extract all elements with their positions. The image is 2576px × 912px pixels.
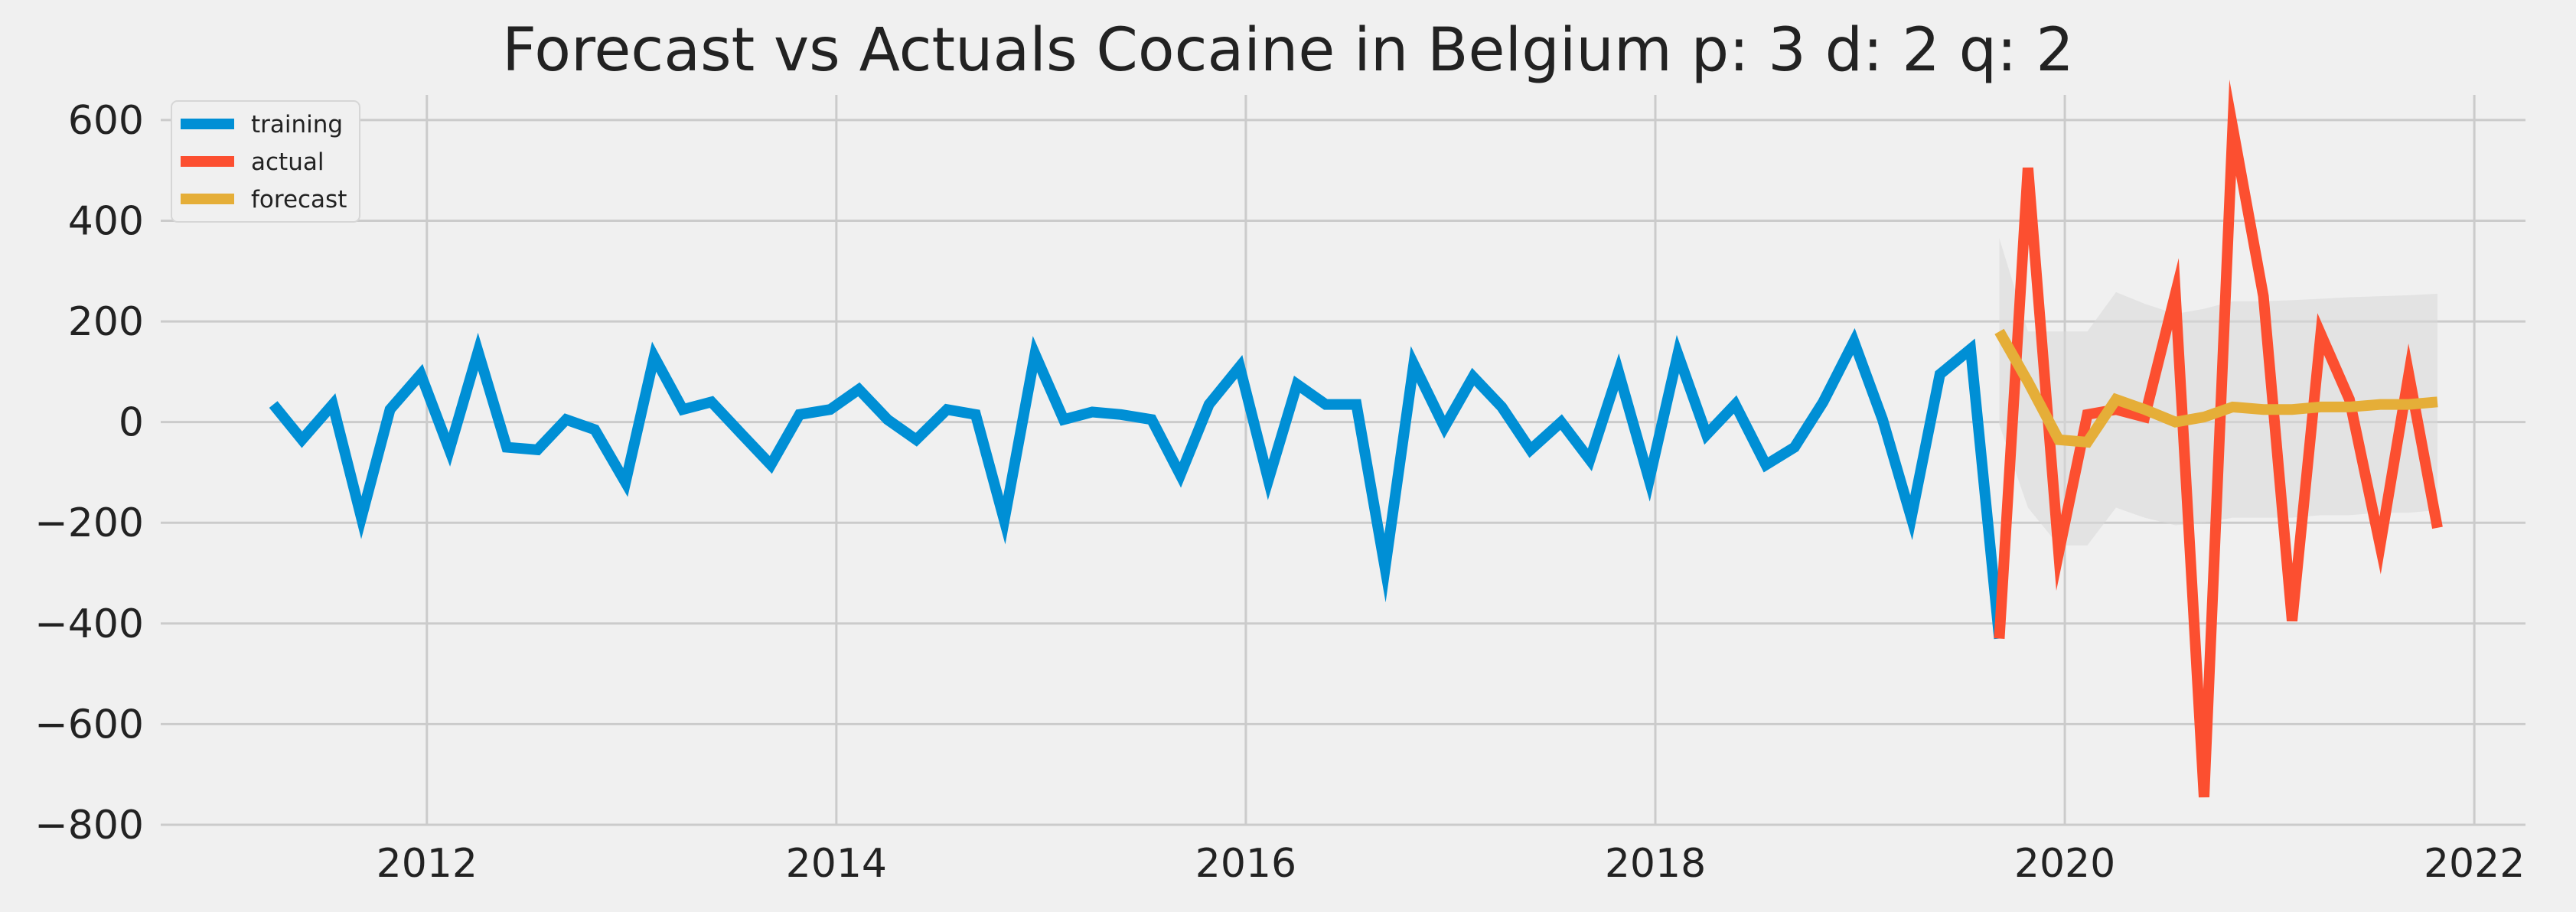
y-tick-label: 600 bbox=[68, 98, 144, 144]
x-tick-label: 2020 bbox=[2014, 841, 2115, 887]
series-lines bbox=[269, 79, 2443, 798]
chart-title: Forecast vs Actuals Cocaine in Belgium p… bbox=[502, 16, 2074, 85]
x-tick-label: 2012 bbox=[377, 841, 478, 887]
y-tick-label: −200 bbox=[34, 500, 144, 546]
tick-labels: −800 −600 −400 −200 0 200 400 600 2012 2014 2016 20… bbox=[34, 98, 2525, 887]
x-tick-label: 2022 bbox=[2424, 841, 2525, 887]
legend-label-forecast: forecast bbox=[251, 186, 347, 213]
x-tick-label: 2014 bbox=[786, 841, 887, 887]
x-tick-label: 2016 bbox=[1195, 841, 1296, 887]
x-tick-label: 2018 bbox=[1605, 841, 1706, 887]
series-line-actual bbox=[1994, 79, 2443, 798]
y-tick-label: −600 bbox=[34, 702, 144, 748]
legend-label-training: training bbox=[251, 111, 343, 138]
legend: training actual forecast bbox=[171, 100, 360, 223]
y-tick-label: 0 bbox=[119, 400, 144, 446]
grid bbox=[161, 95, 2525, 826]
legend-label-actual: actual bbox=[251, 148, 324, 176]
series-line-forecast bbox=[1994, 328, 2438, 448]
y-tick-label: −800 bbox=[34, 803, 144, 848]
series-line-training bbox=[269, 327, 2005, 640]
y-tick-label: 400 bbox=[68, 198, 144, 244]
legend-box bbox=[171, 100, 360, 223]
y-tick-label: −400 bbox=[34, 601, 144, 647]
y-tick-label: 200 bbox=[68, 299, 144, 345]
